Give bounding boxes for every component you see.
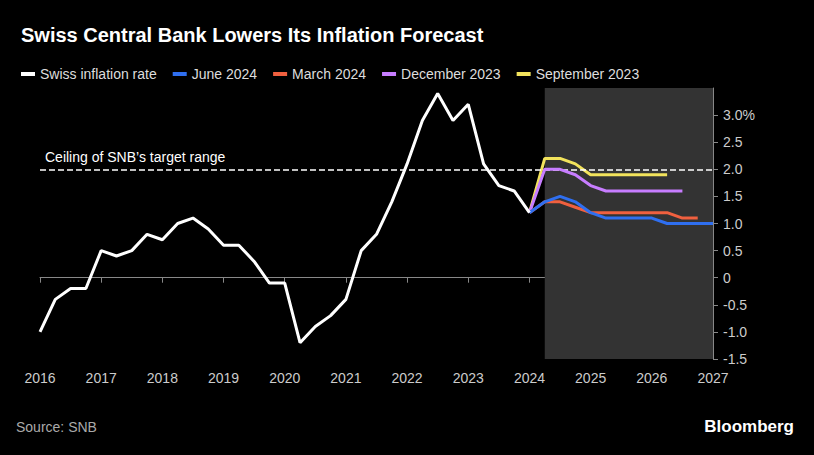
svg-text:2.5: 2.5 bbox=[723, 134, 743, 150]
svg-text:2019: 2019 bbox=[208, 370, 239, 386]
svg-text:Swiss inflation rate: Swiss inflation rate bbox=[40, 66, 157, 82]
svg-text:-1.0: -1.0 bbox=[723, 324, 747, 340]
svg-text:2021: 2021 bbox=[330, 370, 361, 386]
svg-text:September 2023: September 2023 bbox=[536, 66, 640, 82]
svg-text:Swiss Central Bank Lowers Its: Swiss Central Bank Lowers Its Inflation … bbox=[21, 24, 484, 46]
svg-text:1.5: 1.5 bbox=[723, 188, 743, 204]
svg-text:2016: 2016 bbox=[24, 370, 55, 386]
svg-text:2017: 2017 bbox=[86, 370, 117, 386]
svg-text:-0.5: -0.5 bbox=[723, 297, 747, 313]
svg-text:Ceiling of SNB’s target range: Ceiling of SNB’s target range bbox=[45, 149, 225, 165]
svg-text:Bloomberg: Bloomberg bbox=[704, 417, 794, 436]
svg-text:2025: 2025 bbox=[575, 370, 606, 386]
svg-text:1.0: 1.0 bbox=[723, 216, 743, 232]
svg-text:December 2023: December 2023 bbox=[401, 66, 501, 82]
svg-text:2018: 2018 bbox=[147, 370, 178, 386]
svg-text:2020: 2020 bbox=[269, 370, 300, 386]
svg-text:2024: 2024 bbox=[514, 370, 545, 386]
svg-text:0: 0 bbox=[723, 270, 731, 286]
svg-text:2026: 2026 bbox=[636, 370, 667, 386]
svg-text:March 2024: March 2024 bbox=[292, 66, 366, 82]
svg-text:-1.5: -1.5 bbox=[723, 351, 747, 367]
svg-text:2023: 2023 bbox=[453, 370, 484, 386]
svg-text:June 2024: June 2024 bbox=[192, 66, 258, 82]
svg-text:Source: SNB: Source: SNB bbox=[16, 419, 97, 435]
svg-text:2022: 2022 bbox=[392, 370, 423, 386]
svg-text:2.0: 2.0 bbox=[723, 161, 743, 177]
svg-text:3.0%: 3.0% bbox=[723, 107, 755, 123]
svg-text:0.5: 0.5 bbox=[723, 243, 743, 259]
svg-text:2027: 2027 bbox=[697, 370, 728, 386]
